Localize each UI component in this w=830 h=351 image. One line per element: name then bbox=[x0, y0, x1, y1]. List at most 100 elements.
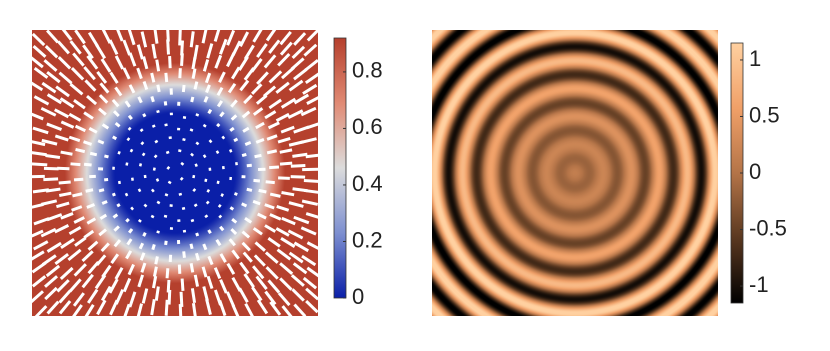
director bbox=[242, 154, 246, 155]
director bbox=[125, 194, 127, 195]
director bbox=[139, 220, 140, 222]
director bbox=[266, 182, 275, 183]
director bbox=[129, 116, 132, 119]
director bbox=[112, 194, 115, 195]
director bbox=[45, 156, 59, 158]
director bbox=[117, 204, 120, 206]
director bbox=[183, 85, 184, 92]
director bbox=[156, 256, 158, 264]
director bbox=[184, 138, 185, 140]
director bbox=[139, 165, 141, 166]
director bbox=[210, 140, 212, 142]
director bbox=[219, 216, 221, 218]
director bbox=[207, 190, 209, 191]
director bbox=[253, 180, 259, 181]
director bbox=[204, 125, 205, 127]
director bbox=[59, 182, 71, 183]
director bbox=[158, 85, 159, 92]
colorbar-tick-label: 0 bbox=[749, 159, 761, 184]
director bbox=[234, 139, 237, 141]
director bbox=[74, 179, 83, 180]
director bbox=[183, 207, 184, 209]
director bbox=[165, 215, 166, 217]
director bbox=[191, 244, 192, 249]
director bbox=[204, 156, 206, 157]
director bbox=[170, 56, 171, 68]
director bbox=[129, 128, 131, 130]
director bbox=[127, 138, 129, 139]
director bbox=[158, 201, 159, 203]
director bbox=[138, 190, 140, 191]
director bbox=[84, 164, 92, 165]
director bbox=[182, 53, 183, 66]
director bbox=[259, 190, 267, 192]
director bbox=[191, 129, 192, 131]
director bbox=[158, 231, 159, 233]
director bbox=[167, 167, 169, 169]
director bbox=[216, 152, 218, 153]
director bbox=[209, 230, 211, 233]
director bbox=[217, 182, 219, 183]
colorbar-tick-label: 0.5 bbox=[749, 102, 780, 127]
director bbox=[207, 202, 209, 204]
director bbox=[191, 263, 193, 272]
director bbox=[204, 244, 206, 250]
director bbox=[86, 190, 93, 192]
director bbox=[76, 149, 85, 151]
director bbox=[182, 163, 184, 165]
director bbox=[113, 137, 117, 139]
director bbox=[169, 290, 170, 305]
director bbox=[181, 178, 183, 180]
director bbox=[126, 219, 128, 221]
director bbox=[154, 267, 156, 277]
director bbox=[141, 129, 143, 131]
director bbox=[165, 101, 166, 105]
director bbox=[245, 142, 250, 144]
director bbox=[156, 141, 157, 143]
director bbox=[71, 164, 81, 165]
director bbox=[209, 110, 211, 114]
director bbox=[158, 110, 159, 112]
director bbox=[193, 57, 195, 69]
director bbox=[184, 251, 185, 257]
heatmap bbox=[432, 30, 718, 316]
director bbox=[182, 279, 183, 291]
director bbox=[191, 31, 193, 47]
director bbox=[180, 304, 181, 320]
director bbox=[102, 201, 107, 203]
director bbox=[99, 190, 104, 191]
director bbox=[46, 189, 60, 191]
director bbox=[168, 26, 169, 42]
director bbox=[144, 114, 146, 117]
director bbox=[269, 167, 279, 168]
director bbox=[292, 154, 307, 156]
director bbox=[166, 300, 167, 316]
director bbox=[152, 215, 153, 217]
director bbox=[230, 150, 232, 151]
director bbox=[206, 215, 207, 217]
director bbox=[166, 73, 167, 82]
director bbox=[143, 154, 145, 155]
director bbox=[130, 150, 132, 151]
director bbox=[242, 204, 247, 206]
director bbox=[90, 153, 97, 155]
director bbox=[166, 241, 167, 245]
director bbox=[219, 205, 221, 206]
director bbox=[221, 195, 223, 196]
director bbox=[193, 189, 195, 191]
colorbar-tick-label: 0.2 bbox=[352, 227, 383, 252]
director bbox=[153, 125, 154, 127]
director bbox=[180, 29, 181, 45]
director bbox=[192, 97, 193, 102]
director bbox=[197, 233, 198, 236]
director bbox=[131, 208, 133, 210]
director bbox=[304, 181, 320, 182]
director bbox=[222, 137, 224, 138]
director bbox=[145, 205, 147, 207]
director bbox=[192, 219, 193, 221]
director bbox=[144, 233, 146, 236]
director bbox=[180, 68, 181, 78]
director bbox=[167, 151, 168, 153]
